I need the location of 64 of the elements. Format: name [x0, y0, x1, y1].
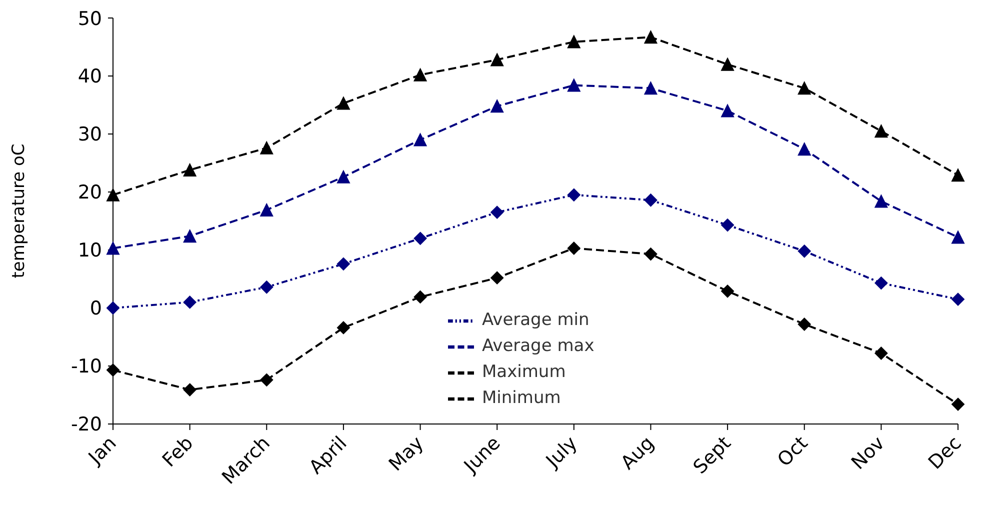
- point: [336, 170, 350, 184]
- point: [260, 203, 274, 216]
- point: [644, 194, 658, 207]
- point: [414, 232, 427, 245]
- point: [260, 280, 274, 294]
- point: [644, 82, 658, 95]
- point: [874, 346, 888, 360]
- point: [798, 318, 811, 331]
- legend-label: Average max: [482, 336, 594, 356]
- point: [490, 271, 504, 284]
- point: [336, 321, 350, 334]
- point: [721, 218, 734, 232]
- point: [414, 290, 427, 304]
- point: [106, 188, 120, 202]
- legend-label: Average min: [482, 310, 590, 330]
- point: [567, 242, 580, 255]
- point: [183, 383, 196, 396]
- point: [106, 302, 120, 314]
- x-tick-label: Nov: [847, 432, 889, 474]
- point: [644, 248, 658, 261]
- point: [567, 78, 580, 92]
- point: [567, 35, 580, 48]
- point: [567, 188, 580, 202]
- point: [721, 104, 734, 118]
- point: [414, 68, 427, 82]
- point: [106, 364, 120, 377]
- point: [952, 168, 964, 182]
- point: [490, 100, 504, 113]
- legend-label: Minimum: [482, 388, 561, 408]
- point: [798, 142, 811, 156]
- point: [952, 230, 964, 244]
- point: [490, 206, 504, 219]
- point: [260, 373, 274, 386]
- point: [952, 292, 964, 306]
- y-tick-label: 0: [90, 298, 102, 320]
- point: [260, 141, 274, 154]
- y-tick-label: 20: [78, 182, 102, 204]
- point: [874, 124, 888, 138]
- point: [183, 230, 196, 243]
- point: [952, 398, 964, 411]
- y-tick-label: -10: [70, 356, 102, 378]
- y-tick-label: 40: [78, 66, 102, 88]
- x-tick-label: Oct: [773, 432, 812, 472]
- point: [106, 242, 120, 255]
- point: [414, 133, 427, 146]
- point: [721, 58, 734, 71]
- x-tick-label: Feb: [158, 432, 198, 472]
- point: [798, 244, 811, 258]
- x-tick-label: Dec: [924, 432, 966, 474]
- y-axis-title: temperature oC: [9, 144, 30, 278]
- point: [490, 53, 504, 66]
- point: [798, 82, 811, 95]
- point: [721, 284, 734, 298]
- legend-label: Maximum: [482, 362, 566, 382]
- point: [874, 276, 888, 290]
- y-tick-label: 10: [78, 240, 102, 262]
- point: [336, 257, 350, 270]
- point: [183, 296, 196, 309]
- y-tick-label: 50: [78, 8, 102, 30]
- point: [644, 30, 658, 44]
- point: [336, 96, 350, 110]
- point: [874, 194, 888, 208]
- y-tick-label: 30: [78, 124, 102, 146]
- point: [183, 163, 196, 176]
